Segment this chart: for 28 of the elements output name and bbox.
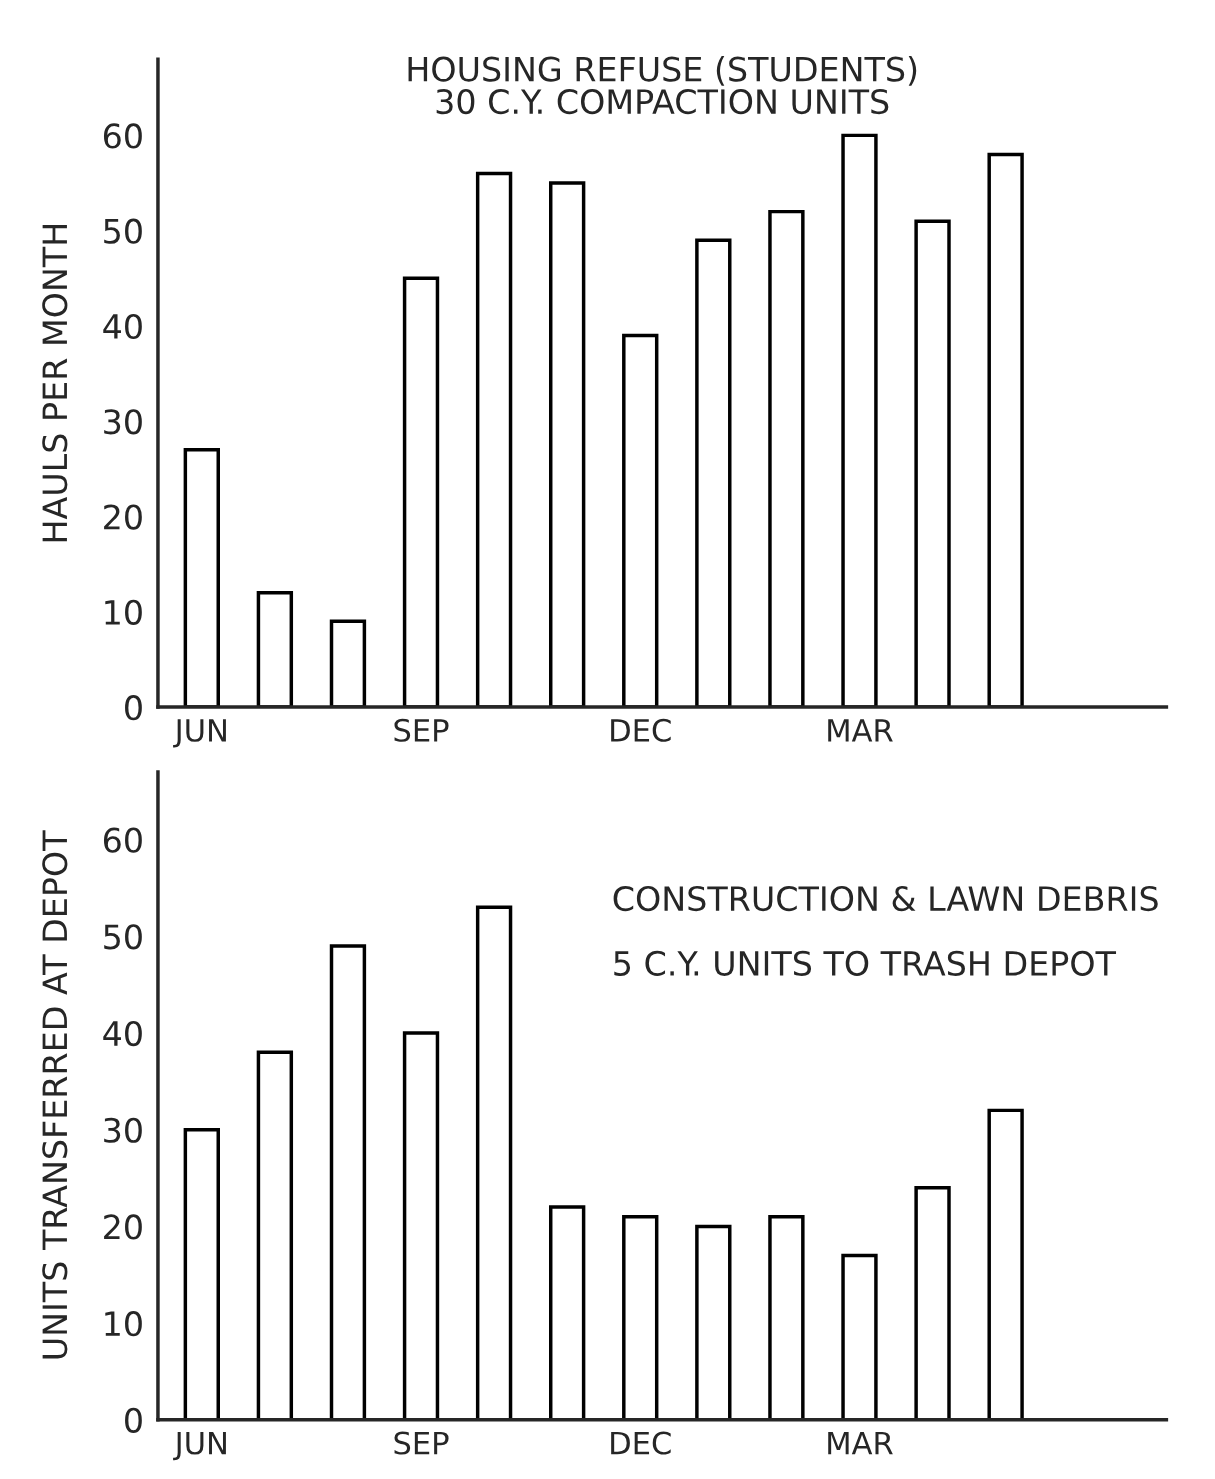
x-tick-label: JUN — [173, 719, 226, 748]
x-tick-label: MAR — [828, 1431, 893, 1455]
y-tick-label: 30 — [104, 1117, 142, 1143]
x-tick-label: JUN — [173, 1431, 226, 1461]
x-tick-label: MAR — [828, 719, 893, 742]
y-tick-label: 40 — [103, 1020, 142, 1047]
y-tick-label: 10 — [105, 599, 142, 625]
x-tick-label: SEP — [394, 718, 449, 742]
text: 30 C.Y. COMPACTION UNITS — [436, 88, 889, 115]
x-tick-label: SEP — [394, 1431, 449, 1455]
y-tick-label: 60 — [103, 123, 142, 149]
y-tick-label: 50 — [104, 924, 142, 950]
x-tick-label: DEC — [611, 1431, 671, 1455]
y-tick-label: 40 — [103, 313, 142, 340]
y-axis-title: HAULS PER MONTH — [42, 224, 68, 542]
y-tick-label: 0 — [125, 1407, 142, 1433]
text: 5 C.Y. UNITS TO TRASH DEPOT — [614, 950, 1117, 976]
x-tick-label: DEC — [611, 718, 671, 742]
y-axis-title: UNITS TRANSFERRED AT DEPOT — [42, 830, 68, 1359]
y-tick-label: 10 — [105, 1311, 142, 1337]
y-tick-label: 30 — [104, 409, 142, 435]
y-tick-label: 50 — [104, 218, 142, 244]
text: CONSTRUCTION & LAWN DEBRIS — [613, 885, 1158, 912]
y-tick-label: 20 — [104, 504, 142, 530]
y-tick-label: 60 — [103, 827, 142, 853]
chart-title: HOUSING REFUSE (STUDENTS) — [408, 56, 917, 86]
y-tick-label: 0 — [125, 695, 142, 721]
y-tick-label: 20 — [104, 1214, 142, 1240]
